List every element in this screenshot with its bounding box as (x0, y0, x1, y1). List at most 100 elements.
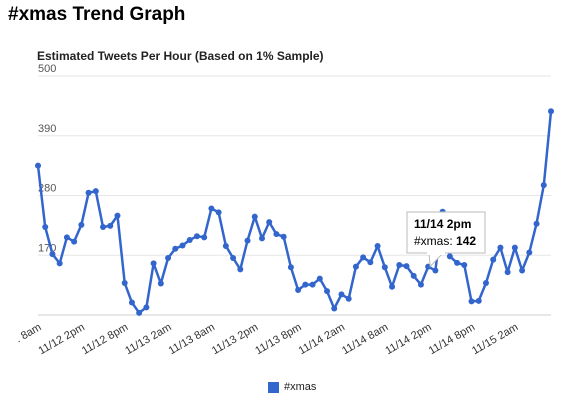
data-point[interactable] (136, 309, 143, 316)
data-point[interactable] (389, 283, 396, 290)
data-point[interactable] (302, 281, 309, 288)
data-point[interactable] (244, 237, 251, 244)
data-point[interactable] (454, 259, 461, 266)
series-xmas[interactable] (35, 108, 554, 316)
data-point[interactable] (331, 305, 338, 312)
data-point[interactable] (345, 295, 352, 302)
data-point[interactable] (360, 254, 367, 261)
y-tick-label: 280 (38, 183, 56, 195)
data-point[interactable] (309, 281, 316, 288)
data-point[interactable] (396, 262, 403, 269)
data-point[interactable] (287, 264, 294, 271)
data-point[interactable] (273, 231, 280, 238)
data-point[interactable] (504, 269, 511, 276)
x-tick-label: 11/14 8pm (427, 321, 477, 357)
data-point[interactable] (128, 299, 135, 306)
data-point[interactable] (432, 267, 439, 274)
data-point[interactable] (417, 281, 424, 288)
x-tick-label: . 8am (14, 321, 44, 345)
data-point[interactable] (78, 221, 85, 228)
data-point[interactable] (533, 220, 540, 227)
data-point[interactable] (475, 297, 482, 304)
data-point[interactable] (258, 235, 265, 242)
data-point[interactable] (461, 262, 468, 269)
y-tick-label: 390 (38, 123, 56, 135)
tooltip-body: #xmas: 142 (414, 234, 476, 248)
data-point[interactable] (374, 243, 381, 250)
data-point[interactable] (511, 244, 518, 251)
tooltip: 11/14 2pm #xmas: 142 (406, 211, 486, 268)
data-point[interactable] (266, 219, 273, 226)
data-point[interactable] (352, 263, 359, 270)
gridlines (38, 75, 551, 316)
data-point[interactable] (201, 234, 208, 241)
data-point[interactable] (280, 233, 287, 240)
x-tick-label: 11/12 8pm (80, 321, 130, 357)
data-point[interactable] (172, 245, 179, 252)
tooltip-series-label: #xmas: (414, 234, 456, 248)
data-point[interactable] (324, 288, 331, 295)
data-point[interactable] (230, 254, 237, 261)
data-point[interactable] (519, 267, 526, 274)
x-tick-label: 11/15 2am (470, 321, 520, 357)
y-tick-label: 500 (38, 63, 56, 75)
data-point[interactable] (222, 243, 229, 250)
data-point[interactable] (251, 213, 258, 220)
data-point[interactable] (63, 234, 70, 241)
data-point[interactable] (92, 188, 99, 195)
data-point[interactable] (295, 287, 302, 294)
x-tick-label: 11/13 2am (123, 321, 173, 357)
data-point[interactable] (85, 189, 92, 196)
data-point[interactable] (497, 244, 504, 251)
data-point[interactable] (121, 279, 128, 286)
data-point[interactable] (150, 260, 157, 267)
data-point[interactable] (42, 224, 49, 231)
data-point[interactable] (548, 108, 554, 115)
tooltip-value: 142 (456, 234, 476, 248)
data-point[interactable] (165, 254, 172, 261)
series-line (36, 111, 553, 315)
data-point[interactable] (237, 266, 244, 273)
data-point[interactable] (49, 251, 56, 258)
data-point[interactable] (71, 238, 78, 245)
x-tick-label: 11/13 2pm (210, 321, 260, 357)
data-point[interactable] (490, 256, 497, 263)
data-point[interactable] (114, 212, 121, 219)
data-point[interactable] (186, 237, 193, 244)
tooltip-header: 11/14 2pm (414, 217, 471, 231)
data-point[interactable] (403, 263, 410, 270)
data-point[interactable] (35, 162, 41, 169)
data-point[interactable] (526, 249, 533, 256)
tooltip-box (406, 211, 486, 254)
data-point[interactable] (157, 280, 164, 287)
x-tick-label: 11/13 8pm (253, 321, 303, 357)
data-point[interactable] (338, 291, 345, 298)
data-point[interactable] (367, 259, 374, 266)
legend-swatch (268, 381, 279, 393)
data-point[interactable] (107, 222, 114, 229)
data-point[interactable] (316, 275, 323, 282)
chart-title: Estimated Tweets Per Hour (Based on 1% S… (37, 49, 324, 63)
page-title: #xmas Trend Graph (8, 4, 186, 25)
x-tick-label: 11/13 8am (167, 321, 217, 357)
x-tick-label: 11/14 2am (297, 321, 347, 357)
data-point[interactable] (482, 279, 489, 286)
data-point[interactable] (56, 260, 63, 267)
data-point[interactable] (179, 242, 186, 249)
legend[interactable]: #xmas (268, 381, 316, 393)
data-point[interactable] (468, 298, 475, 305)
data-point[interactable] (143, 304, 150, 311)
data-point[interactable] (446, 253, 453, 260)
legend-label: #xmas (284, 381, 317, 393)
data-point[interactable] (540, 182, 547, 189)
x-tick-label: 11/14 8am (340, 321, 390, 357)
data-point[interactable] (410, 272, 417, 279)
data-point[interactable] (381, 264, 388, 271)
x-tick-label: 11/12 2pm (37, 321, 87, 357)
data-point[interactable] (193, 233, 200, 240)
data-point[interactable] (100, 224, 107, 231)
data-point[interactable] (215, 209, 222, 216)
data-point[interactable] (208, 205, 215, 212)
